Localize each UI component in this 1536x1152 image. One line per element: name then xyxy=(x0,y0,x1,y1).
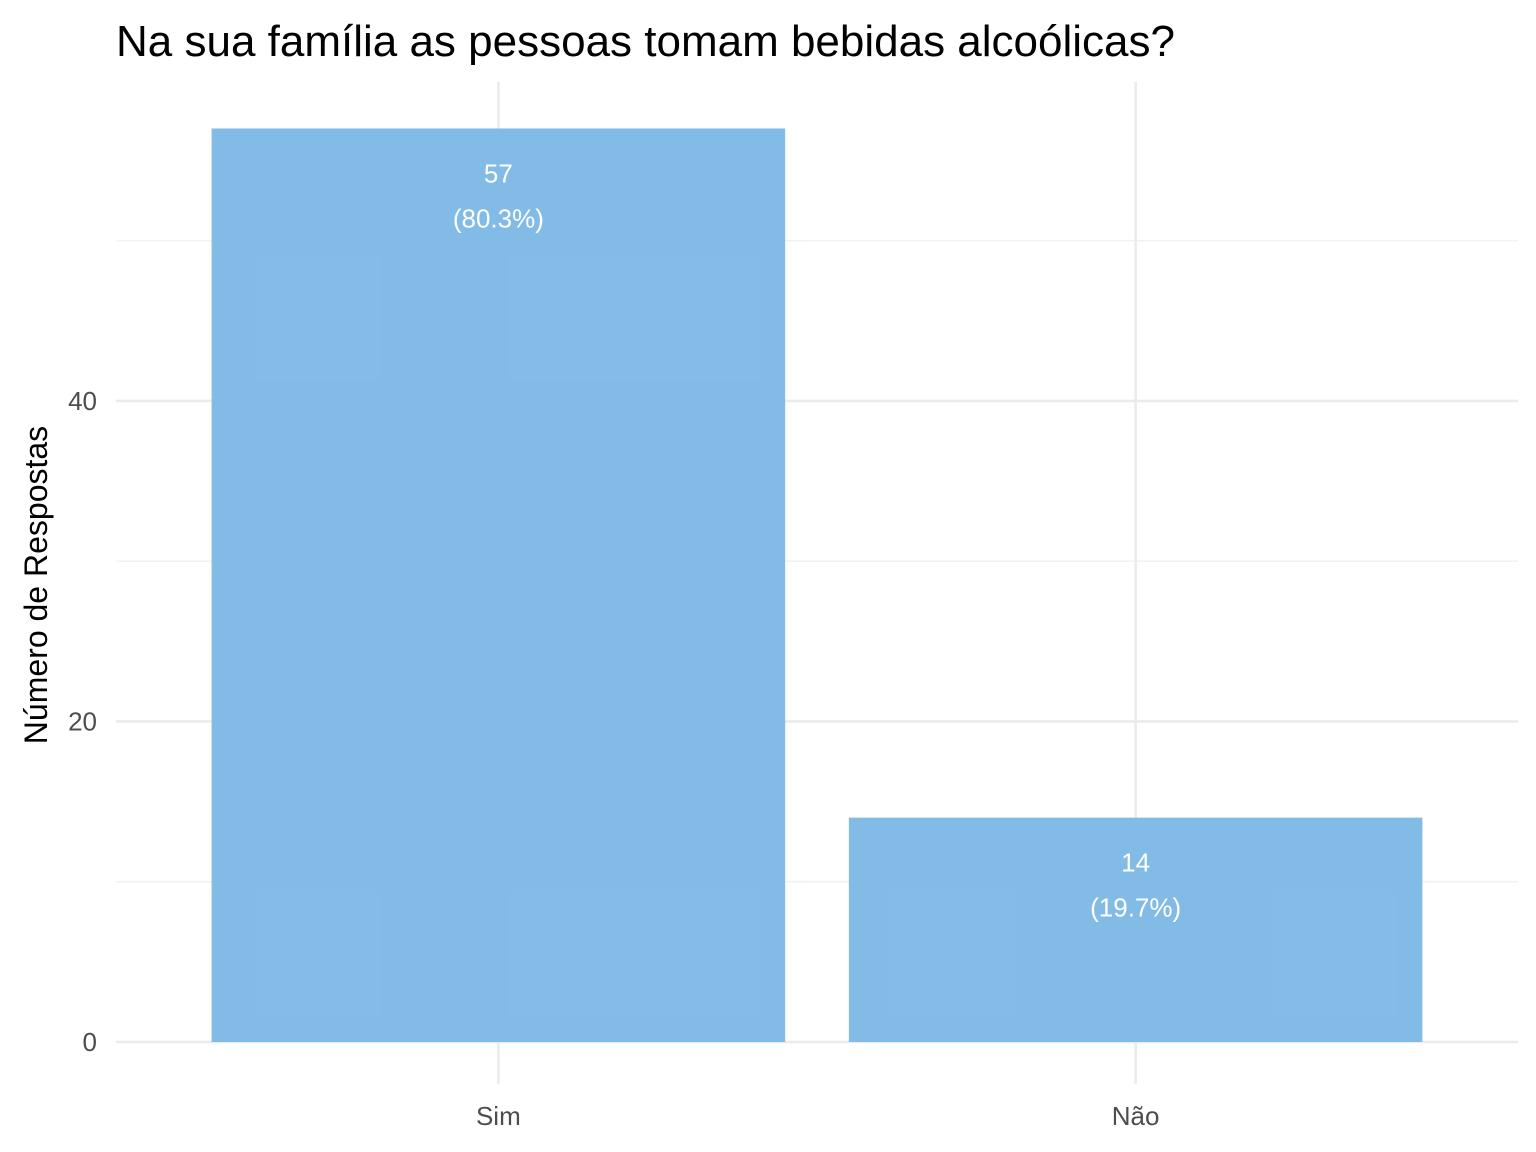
bar-sim xyxy=(211,128,786,1042)
bar-não xyxy=(848,817,1423,1042)
data-label-count: 14 xyxy=(1121,848,1150,878)
axis-layer: Sim Não 0 20 40 xyxy=(68,386,1159,1131)
y-tick-label: 40 xyxy=(68,386,97,416)
data-label-percent: (80.3%) xyxy=(453,203,544,233)
y-tick-label: 20 xyxy=(68,706,97,736)
data-label-layer: 57 (80.3%) 14 (19.7%) xyxy=(453,158,1181,922)
data-label-percent: (19.7%) xyxy=(1090,893,1181,923)
y-tick-label: 0 xyxy=(83,1027,97,1057)
x-tick-label: Não xyxy=(1112,1101,1160,1131)
data-label-count: 57 xyxy=(484,158,513,188)
chart-title: Na sua família as pessoas tomam bebidas … xyxy=(116,17,1175,66)
y-axis-title: Número de Respostas xyxy=(18,426,54,744)
x-tick-label: Sim xyxy=(476,1101,521,1131)
bar-layer xyxy=(211,128,1423,1042)
